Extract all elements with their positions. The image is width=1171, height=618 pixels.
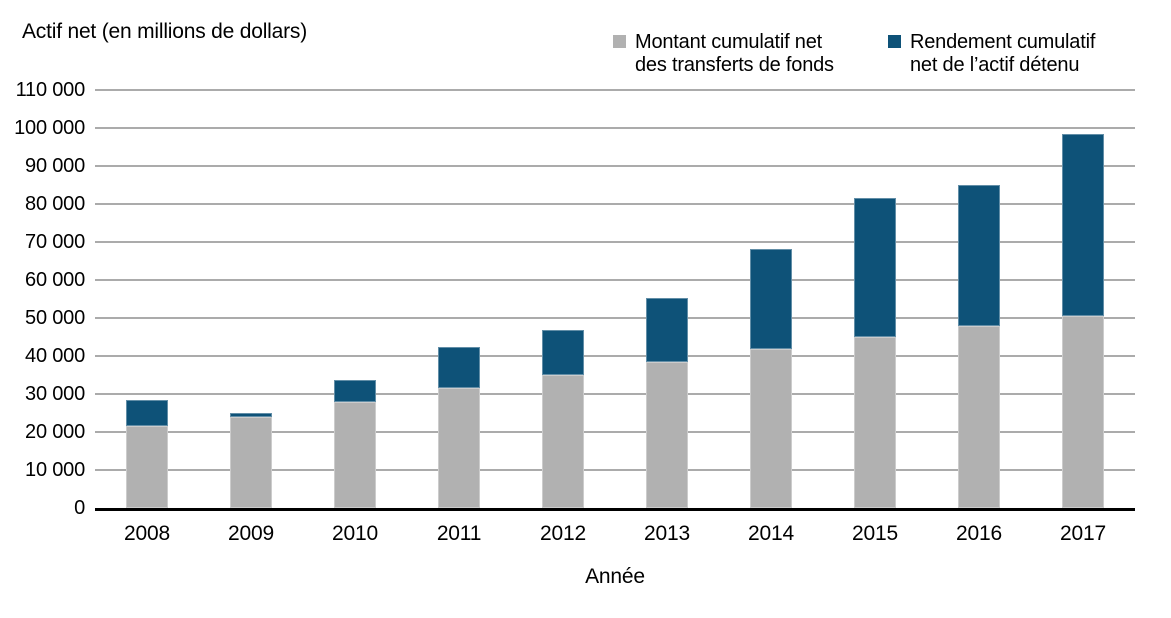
bar-2012: [542, 90, 584, 508]
x-tick-label: 2013: [644, 522, 690, 545]
y-tick-label: 40 000: [25, 345, 85, 367]
gridline: [95, 355, 1135, 357]
x-axis-labels: 2008 2009 2010 2011 2012 2013 2014 2015 2016 2017: [95, 522, 1135, 546]
bar-2017: [1062, 90, 1104, 508]
bar-2015: [854, 90, 896, 508]
y-axis-labels: 0 10 000 20 000 30 000 40 000 50 000 60 000 70 …: [0, 80, 85, 518]
gridline: [95, 393, 1135, 395]
bar-2014: [750, 90, 792, 508]
y-tick-label: 90 000: [25, 155, 85, 177]
legend-label-transfers-line1: Montant cumulatif net: [635, 31, 823, 53]
y-tick-label: 100 000: [14, 117, 85, 139]
y-tick-label: 10 000: [25, 459, 85, 481]
gridline: [95, 469, 1135, 471]
bar-segment-transfers-2012: [542, 375, 584, 508]
bar-segment-returns-2008: [126, 400, 168, 427]
bar-segment-transfers-2016: [958, 326, 1000, 508]
legend-label-transfers: Montant cumulatif net des transferts de f…: [635, 31, 834, 77]
bar-segment-returns-2017: [1062, 134, 1104, 317]
bar-segment-returns-2011: [438, 347, 480, 389]
legend-item-transfers: Montant cumulatif net des transferts de f…: [613, 31, 834, 77]
legend-item-returns: Rendement cumulatif net de l’actif détenu: [888, 31, 1095, 77]
gridline: [95, 203, 1135, 205]
bar-segment-returns-2014: [750, 248, 792, 350]
bar-segment-transfers-2014: [750, 349, 792, 508]
y-tick-label: 80 000: [25, 193, 85, 215]
y-tick-label: 0: [74, 497, 85, 519]
x-tick-label: 2012: [540, 522, 586, 545]
legend-label-returns-line2: net de l’actif détenu: [910, 54, 1080, 76]
x-tick-label: 2017: [1060, 522, 1106, 545]
bar-2011: [438, 90, 480, 508]
bar-segment-returns-2015: [854, 198, 896, 337]
bar-segment-transfers-2015: [854, 337, 896, 508]
x-tick-label: 2010: [332, 522, 378, 545]
y-tick-label: 110 000: [15, 79, 86, 101]
x-tick-label: 2011: [436, 522, 482, 545]
legend-label-returns: Rendement cumulatif net de l’actif détenu: [910, 31, 1095, 77]
bar-segment-returns-2013: [646, 297, 688, 363]
bar-segment-transfers-2008: [126, 426, 168, 508]
legend-swatch-transfers-icon: [613, 35, 626, 48]
y-tick-label: 30 000: [25, 383, 85, 405]
x-tick-label: 2014: [748, 522, 794, 545]
legend-swatch-returns-icon: [888, 35, 901, 48]
bar-segment-transfers-2010: [334, 402, 376, 508]
bar-2009: [230, 90, 272, 508]
plot-area: [95, 89, 1135, 511]
y-tick-label: 60 000: [25, 269, 85, 291]
gridline: [95, 241, 1135, 243]
y-tick-label: 50 000: [25, 307, 85, 329]
legend-label-returns-line1: Rendement cumulatif: [910, 31, 1096, 53]
bar-segment-transfers-2011: [438, 388, 480, 508]
bar-segment-transfers-2017: [1062, 316, 1104, 508]
bar-2010: [334, 90, 376, 508]
y-tick-label: 20 000: [25, 421, 85, 443]
bar-segment-returns-2016: [958, 185, 1000, 327]
chart-title: Actif net (en millions de dollars): [22, 20, 307, 43]
y-tick-label: 70 000: [25, 231, 85, 253]
gridline: [95, 431, 1135, 433]
bar-segment-transfers-2013: [646, 362, 688, 508]
gridline: [95, 165, 1135, 167]
x-tick-label: 2016: [956, 522, 1002, 545]
gridline: [95, 279, 1135, 281]
x-axis-title: Année: [585, 565, 645, 588]
gridline: [95, 89, 1135, 91]
x-tick-label: 2009: [228, 522, 274, 545]
bar-segment-transfers-2009: [230, 416, 272, 508]
bar-segment-returns-2012: [542, 329, 584, 376]
bar-segment-returns-2010: [334, 379, 376, 403]
bar-2008: [126, 90, 168, 508]
gridline: [95, 127, 1135, 129]
gridline: [95, 317, 1135, 319]
bar-segment-returns-2009: [230, 413, 272, 417]
legend-label-transfers-line2: des transferts de fonds: [635, 54, 834, 76]
bar-2016: [958, 90, 1000, 508]
bar-2013: [646, 90, 688, 508]
x-tick-label: 2008: [124, 522, 170, 545]
x-tick-label: 2015: [852, 522, 898, 545]
